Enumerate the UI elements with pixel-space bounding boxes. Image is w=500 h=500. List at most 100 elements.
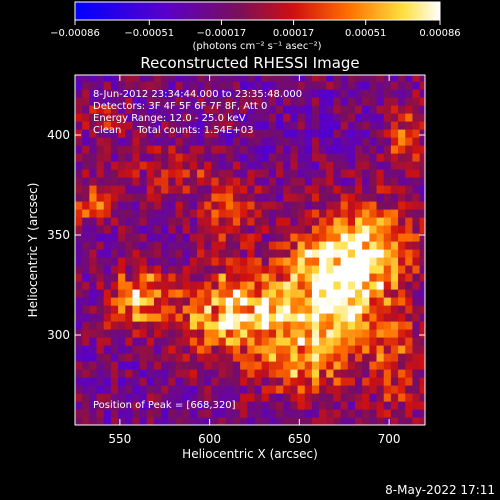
heatmap-cell — [405, 113, 414, 122]
heatmap-cell — [326, 129, 335, 138]
heatmap-cell — [197, 385, 205, 394]
heatmap-cell — [182, 369, 191, 378]
heatmap-cell — [311, 137, 320, 146]
heatmap-cell — [218, 89, 227, 98]
heatmap-cell — [326, 385, 335, 394]
heatmap-cell — [254, 257, 263, 266]
heatmap-cell — [412, 257, 421, 266]
heatmap-cell — [225, 89, 234, 98]
colorbar: −0.00086 −0.00051 −0.00017 0.00017 0.00051 0.… — [50, 1, 461, 52]
heatmap-cell — [218, 401, 227, 410]
heatmap-cell — [304, 185, 313, 194]
heatmap-cell — [405, 353, 414, 362]
heatmap-cell — [211, 75, 220, 82]
heatmap-cell — [340, 81, 349, 90]
heatmap-cell — [218, 273, 227, 282]
heatmap-cell — [290, 209, 299, 218]
heatmap-cell — [168, 113, 177, 122]
heatmap-cell — [376, 345, 385, 354]
heatmap-cell — [146, 177, 155, 186]
heatmap-cell — [333, 209, 342, 218]
heatmap-cell — [218, 153, 227, 162]
heatmap-cell — [139, 353, 148, 362]
heatmap-cell — [304, 321, 313, 330]
heatmap-cell — [254, 265, 263, 274]
heatmap-cell — [153, 169, 162, 178]
heatmap-cell — [405, 177, 414, 186]
heatmap-cell — [168, 409, 177, 418]
heatmap-cell — [355, 75, 363, 82]
chart-title: Reconstructed RHESSI Image — [140, 54, 359, 72]
heatmap-cell — [168, 81, 177, 90]
heatmap-cell — [268, 153, 277, 162]
heatmap-cell — [405, 369, 414, 378]
heatmap-cell — [204, 97, 213, 106]
heatmap-cell — [103, 337, 112, 346]
heatmap-cell — [204, 353, 213, 362]
heatmap-cell — [419, 75, 425, 82]
heatmap-cell — [247, 257, 256, 266]
heatmap-cell — [405, 121, 414, 130]
heatmap-cell — [204, 153, 213, 162]
heatmap-cell — [168, 353, 177, 362]
heatmap-cell — [412, 273, 421, 282]
heatmap-cell — [276, 249, 284, 258]
heatmap-cell — [240, 257, 248, 266]
heatmap-cell — [103, 289, 112, 298]
heatmap-cell — [175, 81, 184, 90]
heatmap-cell — [297, 153, 306, 162]
heatmap-cell — [82, 201, 90, 210]
heatmap-cell — [197, 89, 205, 98]
heatmap-cell — [268, 417, 277, 425]
heatmap-cell — [75, 201, 83, 210]
heatmap-cell — [304, 337, 313, 346]
heatmap-cell — [161, 369, 169, 378]
heatmap-cell — [304, 329, 313, 338]
heatmap-cell — [355, 193, 363, 202]
heatmap-cell — [218, 345, 227, 354]
heatmap-cell — [182, 249, 191, 258]
heatmap-cell — [290, 121, 299, 130]
heatmap-cell — [139, 233, 148, 242]
heatmap-cell — [369, 153, 378, 162]
heatmap-cell — [103, 369, 112, 378]
heatmap-cell — [261, 97, 270, 106]
heatmap-cell — [153, 81, 162, 90]
heatmap-cell — [82, 377, 90, 386]
heatmap-cell — [369, 249, 378, 258]
peak-position-label: Position of Peak = [668,320] — [93, 400, 236, 411]
heatmap-cell — [125, 129, 134, 138]
heatmap-cell — [362, 225, 370, 234]
heatmap-cell — [383, 401, 392, 410]
heatmap-cell — [390, 113, 399, 122]
heatmap-cell — [297, 417, 306, 425]
heatmap-cell — [96, 401, 105, 410]
heatmap-cell — [132, 161, 141, 170]
heatmap-cell — [189, 273, 198, 282]
heatmap-cell — [304, 145, 313, 154]
heatmap-cell — [225, 169, 234, 178]
heatmap-cell — [161, 161, 169, 170]
heatmap-cell — [390, 81, 399, 90]
heatmap-cell — [75, 177, 83, 186]
heatmap-cell — [326, 305, 335, 314]
heatmap-cell — [132, 417, 141, 425]
heatmap-cell — [390, 265, 399, 274]
heatmap-cell — [75, 369, 83, 378]
heatmap-cell — [240, 385, 248, 394]
heatmap-cell — [419, 401, 425, 410]
heatmap-cell — [240, 89, 248, 98]
heatmap-cell — [376, 177, 385, 186]
heatmap-cell — [103, 377, 112, 386]
heatmap-cell — [304, 361, 313, 370]
heatmap-cell — [383, 321, 392, 330]
heatmap-cell — [132, 105, 141, 114]
heatmap-cell — [297, 185, 306, 194]
heatmap-cell — [89, 265, 98, 274]
heatmap-cell — [225, 329, 234, 338]
heatmap-cell — [218, 369, 227, 378]
heatmap-cell — [153, 329, 162, 338]
heatmap-cell — [168, 97, 177, 106]
heatmap-cell — [218, 353, 227, 362]
heatmap-cell — [383, 169, 392, 178]
